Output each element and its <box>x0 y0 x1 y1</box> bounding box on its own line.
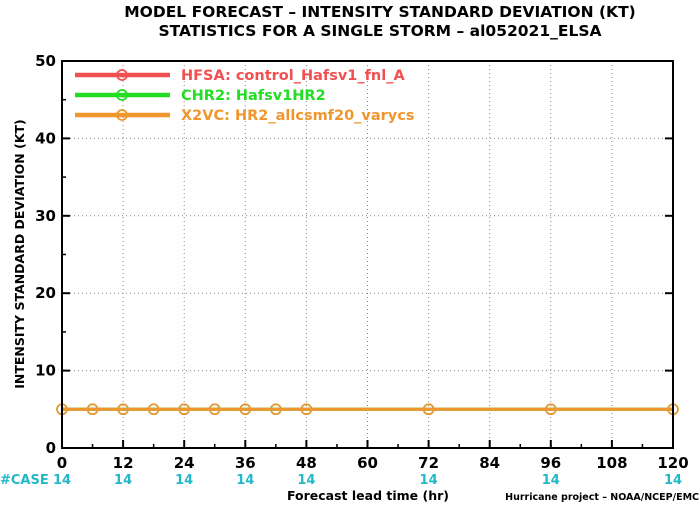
case-count: 14 <box>236 473 254 488</box>
y-tick-label: 0 <box>46 439 56 457</box>
plot-frame <box>61 60 674 449</box>
series-point <box>117 403 129 416</box>
series-point <box>239 403 252 416</box>
legend-swatch-marker <box>116 69 128 81</box>
series-point <box>178 403 190 416</box>
series-point <box>545 403 557 416</box>
chart-subtitle: STATISTICS FOR A SINGLE STORM – al052021… <box>158 22 601 40</box>
x-tick-label: 12 <box>113 454 134 472</box>
x-tick-label: 60 <box>357 454 378 472</box>
x-tick-label: 72 <box>418 454 439 472</box>
legend-label: HFSA: control_Hafsv1_fnl_A <box>181 68 405 84</box>
y-tick-label: 10 <box>35 362 56 380</box>
x-tick-label: 0 <box>57 454 67 472</box>
case-count: 14 <box>420 473 438 488</box>
x-tick-label: 24 <box>174 454 195 472</box>
x-axis-label: Forecast lead time (hr) <box>287 488 449 503</box>
series-point <box>270 403 282 416</box>
y-tick-label: 20 <box>35 284 56 302</box>
legend-label: X2VC: HR2_allcsmf20_varycs <box>181 108 414 124</box>
case-count: 14 <box>114 473 132 488</box>
case-count: 14 <box>297 473 315 488</box>
y-tick-label: 30 <box>35 207 56 225</box>
y-axis-label: INTENSITY STANDARD DEVIATION (KT) <box>12 119 27 389</box>
series-point <box>300 403 313 416</box>
case-count: 14 <box>175 473 193 488</box>
y-tick-label: 50 <box>35 52 56 70</box>
legend-swatch-marker <box>116 89 128 101</box>
x-tick-labels: 0 12 24 36 48 60 72 84 96 108 120 <box>57 454 689 472</box>
case-counts: 14 14 14 14 14 14 14 14 <box>53 473 682 488</box>
x-tick-label: 96 <box>540 454 561 472</box>
series-point <box>86 403 99 416</box>
legend-swatch-marker <box>116 109 128 121</box>
case-count-label: #CASE <box>0 473 49 488</box>
x-tick-label: 108 <box>596 454 627 472</box>
series-point <box>147 403 160 416</box>
series-point <box>209 403 221 416</box>
case-count: 14 <box>542 473 560 488</box>
legend: HFSA: control_Hafsv1_fnl_A CHR2: Hafsv1HR… <box>75 68 414 124</box>
grid-lines <box>62 61 673 448</box>
x-tick-label: 36 <box>235 454 256 472</box>
legend-label: CHR2: Hafsv1HR2 <box>181 88 326 104</box>
y-tick-label: 40 <box>35 129 56 147</box>
series-point <box>422 403 435 416</box>
chart-title: MODEL FORECAST – INTENSITY STANDARD DEVI… <box>124 3 635 21</box>
x-tick-label: 48 <box>296 454 317 472</box>
case-count: 14 <box>664 473 682 488</box>
x-tick-label: 120 <box>657 454 688 472</box>
y-tick-labels: 0 10 20 30 40 50 <box>35 52 56 457</box>
case-count: 14 <box>53 473 71 488</box>
x-tick-label: 84 <box>479 454 500 472</box>
credit-text: Hurricane project – NOAA/NCEP/EMC <box>505 492 699 503</box>
